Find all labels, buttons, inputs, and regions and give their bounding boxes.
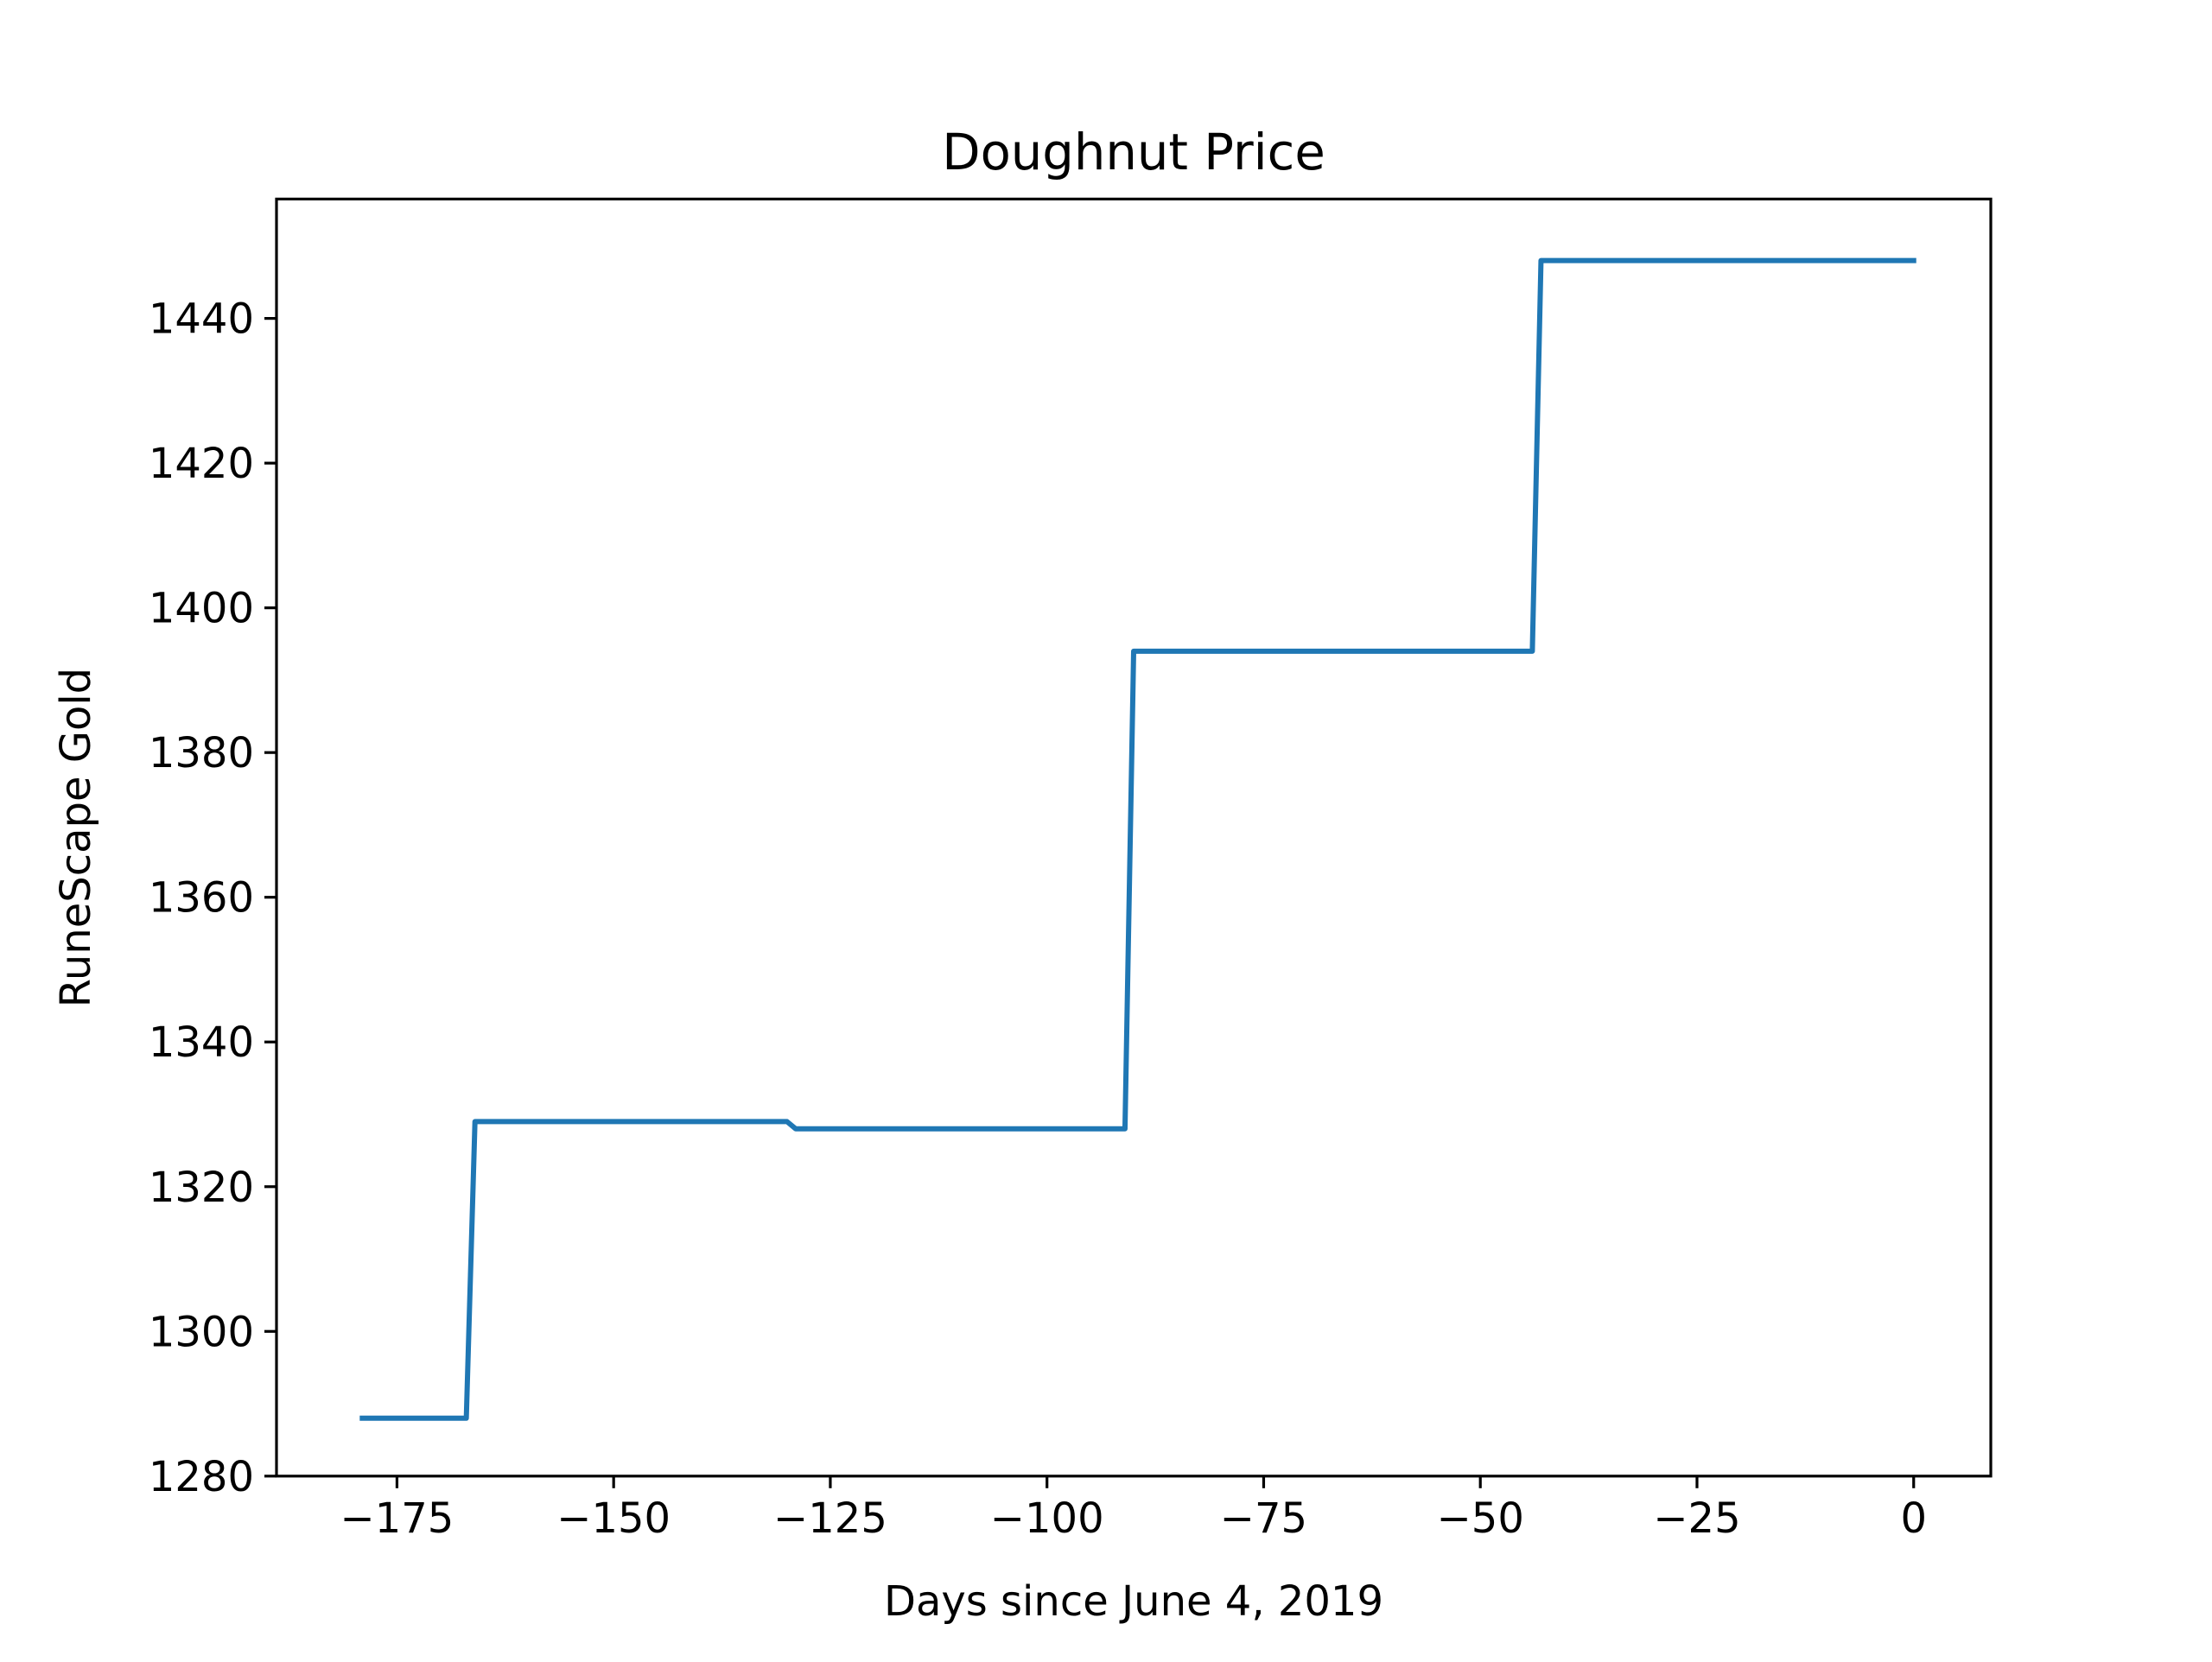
x-tick-label: −100 (990, 1494, 1104, 1543)
y-tick-label: 1280 (149, 1453, 254, 1501)
series-line-0 (359, 257, 1916, 1421)
y-tick-label: 1320 (149, 1164, 254, 1212)
x-tick-label: −50 (1437, 1494, 1524, 1543)
y-tick-label: 1400 (149, 585, 254, 633)
y-tick-label: 1360 (149, 874, 254, 923)
y-tick-label: 1340 (149, 1018, 254, 1067)
x-tick-label: −25 (1653, 1494, 1740, 1543)
plot-frame (275, 197, 1993, 1478)
x-tick-label: −125 (773, 1494, 887, 1543)
x-tick-label: 0 (1900, 1494, 1927, 1543)
x-axis-label: Days since June 4, 2019 (884, 1577, 1383, 1626)
x-tick-label: −75 (1220, 1494, 1307, 1543)
x-tick-label: −175 (340, 1494, 454, 1543)
y-tick-label: 1420 (149, 440, 254, 488)
x-axis: −175 −150 −125 −100 −75 −50 −25 0 (340, 1475, 1927, 1543)
y-axis: 1280 1300 1320 1340 1360 1380 1400 1420 1440 (149, 295, 276, 1501)
y-axis-label: RuneScape Gold (52, 668, 100, 1007)
y-tick-label: 1380 (149, 729, 254, 777)
series-layer (359, 257, 1916, 1421)
x-tick-label: −150 (556, 1494, 671, 1543)
y-tick-label: 1440 (149, 295, 254, 344)
y-tick-label: 1300 (149, 1308, 254, 1356)
chart-title: Doughnut Price (942, 124, 1325, 181)
